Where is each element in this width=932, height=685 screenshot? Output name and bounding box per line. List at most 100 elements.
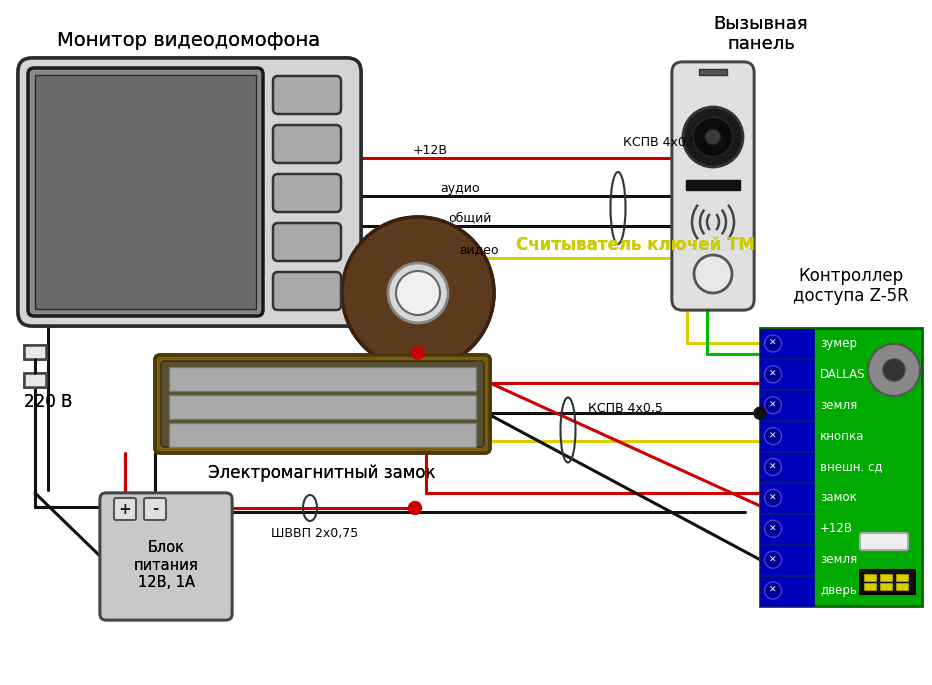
Text: -: - [152,501,158,516]
Text: Электромагнитный замок: Электромагнитный замок [208,464,436,482]
Circle shape [683,107,743,167]
Text: Монитор видеодомофона: Монитор видеодомофона [58,31,321,49]
FancyBboxPatch shape [155,355,490,453]
Text: Вызывная
панель: Вызывная панель [714,14,808,53]
Bar [169,395,476,419]
Bar [760,360,814,389]
Bar [760,452,814,482]
Text: 220 В: 220 В [24,393,73,411]
Bar [699,69,727,75]
Circle shape [694,255,732,293]
FancyBboxPatch shape [273,174,341,212]
Circle shape [693,117,733,157]
Text: Считыватель ключей ТМ: Считыватель ключей ТМ [516,236,755,254]
Text: замок: замок [820,491,857,504]
Bar [880,583,892,590]
Circle shape [683,107,743,167]
Circle shape [764,489,782,506]
FancyBboxPatch shape [273,125,341,163]
FancyBboxPatch shape [273,272,341,310]
Circle shape [396,271,440,315]
Bar [760,545,814,575]
Text: Блок
питания
12В, 1А: Блок питания 12В, 1А [133,540,199,590]
Bar [169,423,476,447]
Text: ✕: ✕ [769,524,776,534]
Circle shape [705,129,721,145]
Text: Считыватель ключей ТМ: Считыватель ключей ТМ [516,236,755,254]
Circle shape [764,335,782,352]
Bar [169,367,476,391]
Bar [880,574,892,581]
Bar [760,575,814,606]
Text: кнопка: кнопка [820,429,864,443]
Text: ✕: ✕ [769,339,776,348]
Text: зумер: зумер [820,337,857,350]
Bar [35,75,256,309]
Circle shape [694,255,732,293]
Bar [169,423,476,447]
Text: ✕: ✕ [769,493,776,502]
Text: ШВВП 2х0,75: ШВВП 2х0,75 [271,527,359,540]
Circle shape [764,521,782,537]
Text: +12В: +12В [413,143,447,156]
FancyBboxPatch shape [273,272,341,310]
Circle shape [412,347,424,359]
FancyBboxPatch shape [144,498,166,520]
Text: +: + [118,501,131,516]
Text: -: - [152,501,158,516]
Bar [24,345,46,359]
Text: ✕: ✕ [769,555,776,564]
Text: Монитор видеодомофона: Монитор видеодомофона [58,31,321,49]
Circle shape [705,129,721,145]
Circle shape [883,359,905,381]
FancyBboxPatch shape [273,174,341,212]
FancyBboxPatch shape [161,361,484,447]
FancyBboxPatch shape [860,533,908,550]
Bar [24,373,46,387]
Bar [760,483,814,513]
Bar [760,514,814,544]
FancyBboxPatch shape [114,498,136,520]
Text: ✕: ✕ [769,370,776,379]
Text: ✕: ✕ [769,586,776,595]
Bar [760,421,814,451]
FancyBboxPatch shape [18,58,361,326]
Text: земля: земля [820,399,857,412]
Text: Вызывная
панель: Вызывная панель [714,14,808,53]
FancyBboxPatch shape [144,498,166,520]
FancyBboxPatch shape [273,125,341,163]
Circle shape [764,366,782,383]
Bar [760,329,814,358]
Text: +12В: +12В [820,522,853,535]
Text: DALLAS: DALLAS [820,368,866,381]
Text: КСПВ 4х0,5: КСПВ 4х0,5 [588,401,663,414]
Bar [760,390,814,420]
FancyBboxPatch shape [18,58,361,326]
FancyBboxPatch shape [273,76,341,114]
Circle shape [342,217,494,369]
Circle shape [693,117,733,157]
Bar [686,180,740,190]
Text: КСПВ 4х0,5: КСПВ 4х0,5 [623,136,698,149]
Circle shape [764,458,782,475]
FancyBboxPatch shape [100,493,232,620]
Circle shape [342,217,494,369]
Text: земля: земля [820,553,857,566]
Circle shape [396,271,440,315]
Circle shape [388,263,448,323]
Bar [896,583,908,590]
Bar [24,345,46,359]
Circle shape [764,582,782,599]
Circle shape [408,501,421,514]
Circle shape [764,397,782,414]
Text: 220 В: 220 В [24,393,73,411]
FancyBboxPatch shape [273,223,341,261]
FancyBboxPatch shape [273,223,341,261]
FancyBboxPatch shape [28,68,263,316]
Bar [35,75,256,309]
Text: дверь: дверь [820,584,857,597]
Text: аудио: аудио [440,182,480,195]
Circle shape [764,427,782,445]
Text: Контроллер
доступа Z-5R: Контроллер доступа Z-5R [793,266,909,306]
FancyBboxPatch shape [100,493,232,620]
